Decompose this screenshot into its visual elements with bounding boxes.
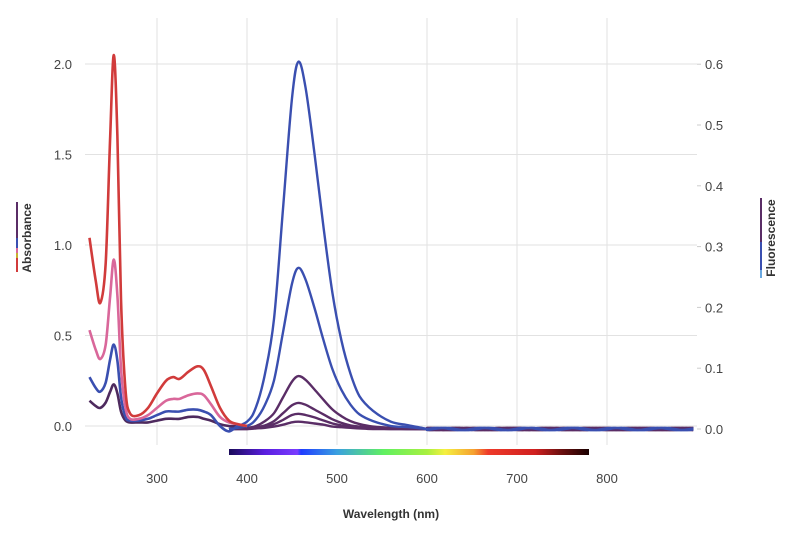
left-tick-label: 1.5 [54, 148, 72, 163]
x-tick-label: 800 [596, 471, 618, 486]
left-tick-label: 2.0 [54, 57, 72, 72]
right-axis-title: Fluorescence [764, 199, 778, 277]
absorbance-series-3 [88, 343, 248, 433]
left-tick-labels: 0.0 0.5 1.0 1.5 2.0 [54, 57, 72, 434]
right-tick-label: 0.4 [705, 179, 723, 194]
left-tick-label: 0.5 [54, 329, 72, 344]
fluorescence-series-1 [228, 60, 694, 432]
series-lines [88, 53, 694, 433]
x-tick-labels: 300 400 500 600 700 800 [146, 471, 618, 486]
grid [85, 18, 701, 445]
left-tick-label: 1.0 [54, 238, 72, 253]
right-axis-label: Fluorescence [764, 199, 778, 277]
x-tick-label: 700 [506, 471, 528, 486]
fluorescence-series-2 [228, 266, 694, 432]
right-axis-legend-strip [760, 198, 762, 278]
x-tick-label: 600 [416, 471, 438, 486]
absorbance-series-2 [88, 258, 248, 428]
left-axis-title: Absorbance [20, 203, 34, 273]
right-tick-label: 0.1 [705, 361, 723, 376]
right-tick-labels: 0.0 0.1 0.2 0.3 0.4 0.5 0.6 [705, 57, 723, 437]
x-tick-label: 400 [236, 471, 258, 486]
x-tick-label: 300 [146, 471, 168, 486]
left-axis-legend-strip [16, 202, 18, 272]
right-tick-label: 0.3 [705, 240, 723, 255]
left-tick-label: 0.0 [54, 419, 72, 434]
right-tick-label: 0.0 [705, 422, 723, 437]
absorbance-series-1 [88, 53, 248, 428]
x-axis-label: Wavelength (nm) [343, 507, 439, 521]
x-tick-label: 500 [326, 471, 348, 486]
right-tick-label: 0.2 [705, 300, 723, 315]
right-tick-label: 0.6 [705, 57, 723, 72]
visible-spectrum-bar [229, 449, 589, 455]
right-tick-label: 0.5 [705, 118, 723, 133]
absorbance-series-4 [88, 383, 247, 428]
left-axis-label: Absorbance [20, 203, 34, 273]
